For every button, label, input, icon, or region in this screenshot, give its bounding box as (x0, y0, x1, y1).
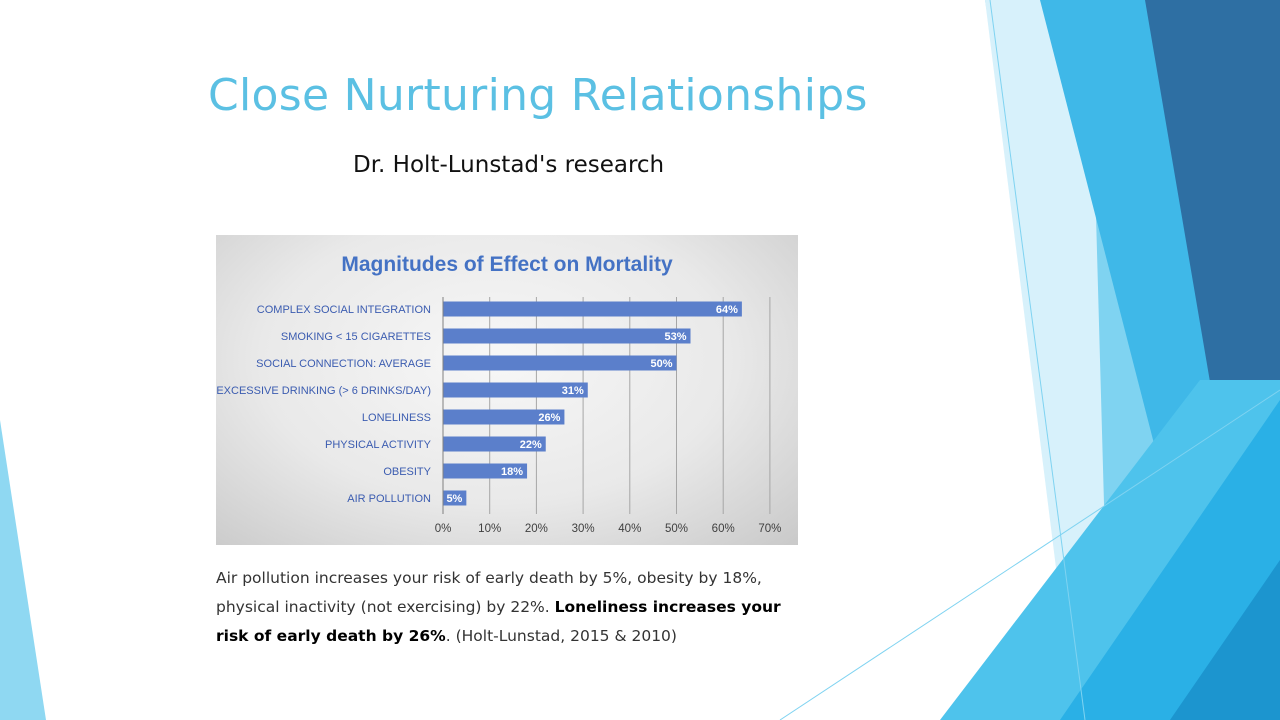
chart-x-tick-label: 30% (572, 523, 595, 535)
caption-citation: . (Holt-Lunstad, 2015 & 2010) (445, 627, 677, 645)
chart-x-tick-label: 60% (712, 523, 735, 535)
chart-x-tick-label: 20% (525, 523, 548, 535)
chart-x-tick-label: 0% (435, 523, 452, 535)
chart-bar (443, 301, 742, 317)
slide-title: Close Nurturing Relationships (208, 70, 868, 121)
chart-category-label: COMPLEX SOCIAL INTEGRATION (257, 304, 431, 316)
decor-line-1 (989, 0, 1086, 720)
chart-category-labels: COMPLEX SOCIAL INTEGRATION SMOKING < 15 C… (216, 304, 431, 505)
chart-image: Magnitudes of Effect on Mortality 64% 53%… (216, 235, 798, 545)
bar-chart: Magnitudes of Effect on Mortality 64% 53%… (216, 253, 782, 535)
chart-category-label: EXCESSIVE DRINKING (> 6 DRINKS/DAY) (216, 385, 431, 397)
chart-data-label: 31% (562, 385, 584, 397)
chart-category-label: AIR POLLUTION (347, 493, 431, 505)
chart-bar (443, 463, 528, 479)
left-edge-wedge (0, 420, 46, 720)
slide-subtitle: Dr. Holt-Lunstad's research (353, 152, 665, 178)
chart-bar (443, 328, 691, 344)
chart-category-label: LONELINESS (362, 412, 431, 424)
chart-x-tick-label: 70% (758, 523, 781, 535)
chart-data-label: 26% (538, 412, 560, 424)
chart-x-tick-label: 40% (618, 523, 641, 535)
chart-bar (443, 436, 546, 452)
chart-x-tick-label: 50% (665, 523, 688, 535)
chart-x-tick-labels: 0% 10% 20% 30% 40% 50% 60% 70% (435, 523, 782, 535)
chart-category-label: SOCIAL CONNECTION: AVERAGE (256, 358, 431, 370)
chart-x-tick-label: 10% (478, 523, 501, 535)
chart-bar (443, 355, 677, 371)
chart-title: Magnitudes of Effect on Mortality (341, 253, 673, 276)
chart-data-label: 22% (520, 439, 542, 451)
chart-data-label: 64% (716, 304, 738, 316)
caption-text: Air pollution increases your risk of ear… (216, 564, 816, 651)
right-dark-panel (1145, 0, 1280, 470)
caption-bold-statement: Loneliness increases your risk of early … (216, 598, 781, 645)
bottom-deep-wedge (1170, 560, 1280, 720)
chart-bars: 64% 53% 50% 31% 26% 22% 18% 5% (443, 301, 742, 506)
caption-part-1: Air pollution increases your risk of ear… (216, 569, 762, 616)
chart-data-label: 5% (446, 493, 462, 505)
chart-bar (443, 490, 467, 506)
decor-line-2 (779, 389, 1280, 720)
chart-data-label: 50% (650, 358, 672, 370)
chart-category-label: PHYSICAL ACTIVITY (325, 439, 432, 451)
chart-category-label: OBESITY (383, 466, 431, 478)
chart-bar (443, 409, 565, 425)
chart-category-label: SMOKING < 15 CIGARETTES (281, 331, 431, 343)
chart-bar (443, 382, 588, 398)
chart-data-label: 53% (664, 331, 686, 343)
chart-data-label: 18% (501, 466, 523, 478)
